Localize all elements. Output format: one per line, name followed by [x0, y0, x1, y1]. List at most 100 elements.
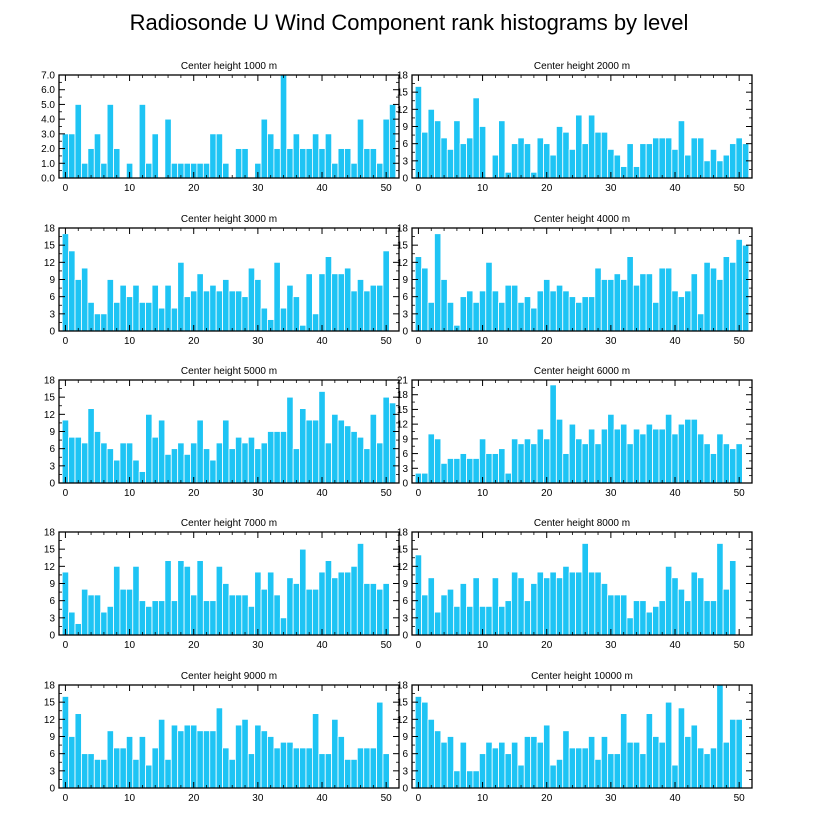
bar [729, 560, 737, 636]
bar [273, 148, 281, 179]
bar [337, 736, 345, 789]
bar [158, 600, 166, 636]
bar [337, 419, 345, 484]
x-tick-label: 30 [605, 793, 617, 804]
bar [639, 143, 647, 179]
bar [177, 560, 185, 636]
bar [299, 747, 307, 789]
bar [209, 133, 217, 179]
x-tick-label: 40 [669, 183, 681, 194]
bar [164, 118, 172, 179]
panel-5: Center height 5000 m 0 10 20 30 40 50 0 3 6 9 12 15 1… [44, 366, 400, 499]
bar [132, 565, 140, 636]
bar [543, 724, 551, 789]
x-tick-label: 50 [381, 640, 393, 651]
bar [414, 86, 423, 179]
bar [665, 137, 673, 179]
panel-title: Center height 10000 m [531, 671, 633, 682]
x-tick-label: 0 [63, 488, 69, 499]
bar [523, 736, 532, 789]
bar [459, 583, 467, 636]
bar [170, 724, 179, 789]
bar [645, 611, 653, 636]
bar [170, 448, 179, 484]
bar [100, 758, 108, 789]
bar [466, 605, 474, 636]
bar [613, 753, 621, 789]
bar [247, 267, 256, 332]
bar [350, 758, 358, 789]
bar [652, 137, 660, 179]
bar [709, 600, 718, 636]
y-tick-label: 0 [402, 631, 408, 642]
bar [472, 301, 480, 332]
bar [183, 296, 191, 332]
y-tick-label: 0 [49, 631, 55, 642]
bar [260, 588, 268, 636]
y-tick-label: 12 [397, 258, 409, 269]
bar [536, 290, 544, 332]
bar [132, 758, 140, 789]
bar [549, 764, 557, 789]
bar [485, 453, 493, 484]
bar [645, 713, 653, 789]
y-tick-label: 18 [44, 376, 56, 387]
bar [87, 301, 95, 332]
bar [446, 301, 455, 332]
bar [331, 273, 339, 332]
panel-3: Center height 3000 m 0 10 20 30 40 50 0 3 6 9 12 15 1… [44, 214, 400, 347]
panel-9: Center height 9000 m 0 10 20 30 40 50 0 3 6 9 12 15 1… [44, 671, 400, 804]
bar [61, 233, 70, 332]
bar [581, 443, 589, 484]
x-tick-label: 10 [477, 488, 489, 499]
x-tick-label: 50 [734, 336, 746, 347]
bar [434, 233, 442, 332]
x-tick-label: 40 [316, 488, 328, 499]
bar [113, 148, 121, 179]
bar [209, 459, 217, 484]
bar [292, 133, 300, 179]
y-tick-label: 18 [397, 528, 409, 539]
bar [677, 588, 686, 636]
bar [344, 148, 352, 179]
bar [517, 577, 525, 636]
bar [434, 120, 442, 179]
bar [356, 436, 365, 484]
bar [125, 736, 134, 789]
bar [446, 588, 455, 636]
bar [299, 324, 307, 332]
y-tick-label: 3 [49, 613, 55, 624]
bar [215, 133, 223, 179]
bar [138, 600, 147, 636]
bar [138, 104, 147, 179]
bar [183, 162, 191, 179]
bar [228, 594, 236, 636]
bar [466, 137, 474, 179]
bar [722, 741, 730, 789]
bar [324, 753, 333, 789]
bar [241, 718, 249, 789]
x-tick-label: 30 [252, 488, 264, 499]
bar [652, 605, 660, 636]
x-tick-label: 50 [734, 640, 746, 651]
bar [267, 571, 275, 636]
bar [446, 148, 455, 179]
bar [440, 594, 448, 636]
bar [722, 154, 730, 179]
x-tick-label: 0 [63, 640, 69, 651]
bar [337, 148, 345, 179]
y-tick-label: 6 [402, 596, 408, 607]
bar [331, 413, 339, 484]
bar [222, 419, 230, 484]
bar [369, 284, 377, 332]
bar [356, 279, 365, 332]
bar [677, 296, 686, 332]
x-tick-label: 20 [188, 793, 200, 804]
bar [594, 443, 602, 484]
bar [292, 296, 300, 332]
y-tick-label: 21 [397, 376, 409, 387]
bar [562, 290, 570, 332]
bar [703, 600, 711, 636]
y-tick-label: 6 [49, 749, 55, 760]
bar [68, 611, 76, 636]
